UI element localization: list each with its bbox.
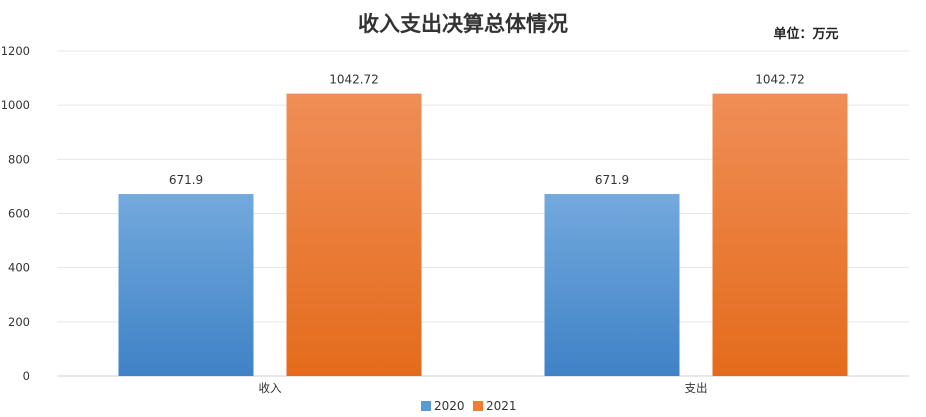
- bars: [118, 93, 848, 376]
- legend: 2020 2021: [421, 399, 517, 413]
- legend-label-2021: 2021: [486, 399, 517, 413]
- y-tick-label: 0: [23, 369, 30, 383]
- y-tick-label: 600: [8, 207, 30, 221]
- y-tick-label: 800: [8, 152, 30, 166]
- y-tick-label: 1200: [1, 44, 30, 58]
- data-label: 671.9: [169, 173, 203, 187]
- bar-2020-1: [118, 194, 254, 376]
- bar-2020-2: [544, 194, 680, 376]
- y-tick-label: 200: [8, 315, 30, 329]
- data-label: 1042.72: [329, 73, 379, 87]
- legend-label-2020: 2020: [434, 399, 465, 413]
- data-label: 671.9: [595, 173, 629, 187]
- data-label: 1042.72: [755, 73, 805, 87]
- x-axis-categories: 收入 支出: [259, 381, 708, 395]
- bar-2021-2: [712, 93, 848, 376]
- x-category-label: 支出: [685, 381, 708, 395]
- y-tick-label: 400: [8, 261, 30, 275]
- unit-label: 单位：万元: [773, 26, 838, 42]
- legend-swatch-2020: [421, 401, 431, 411]
- data-labels: 671.9 1042.72 671.9 1042.72: [169, 73, 805, 187]
- y-tick-label: 1000: [1, 98, 30, 112]
- y-axis-ticks: 0 200 400 600 800 1000 1200: [1, 44, 30, 383]
- bar-2021-1: [286, 93, 422, 376]
- chart-title: 收入支出决算总体情况: [358, 12, 568, 36]
- x-category-label: 收入: [259, 381, 282, 395]
- legend-swatch-2021: [473, 401, 483, 411]
